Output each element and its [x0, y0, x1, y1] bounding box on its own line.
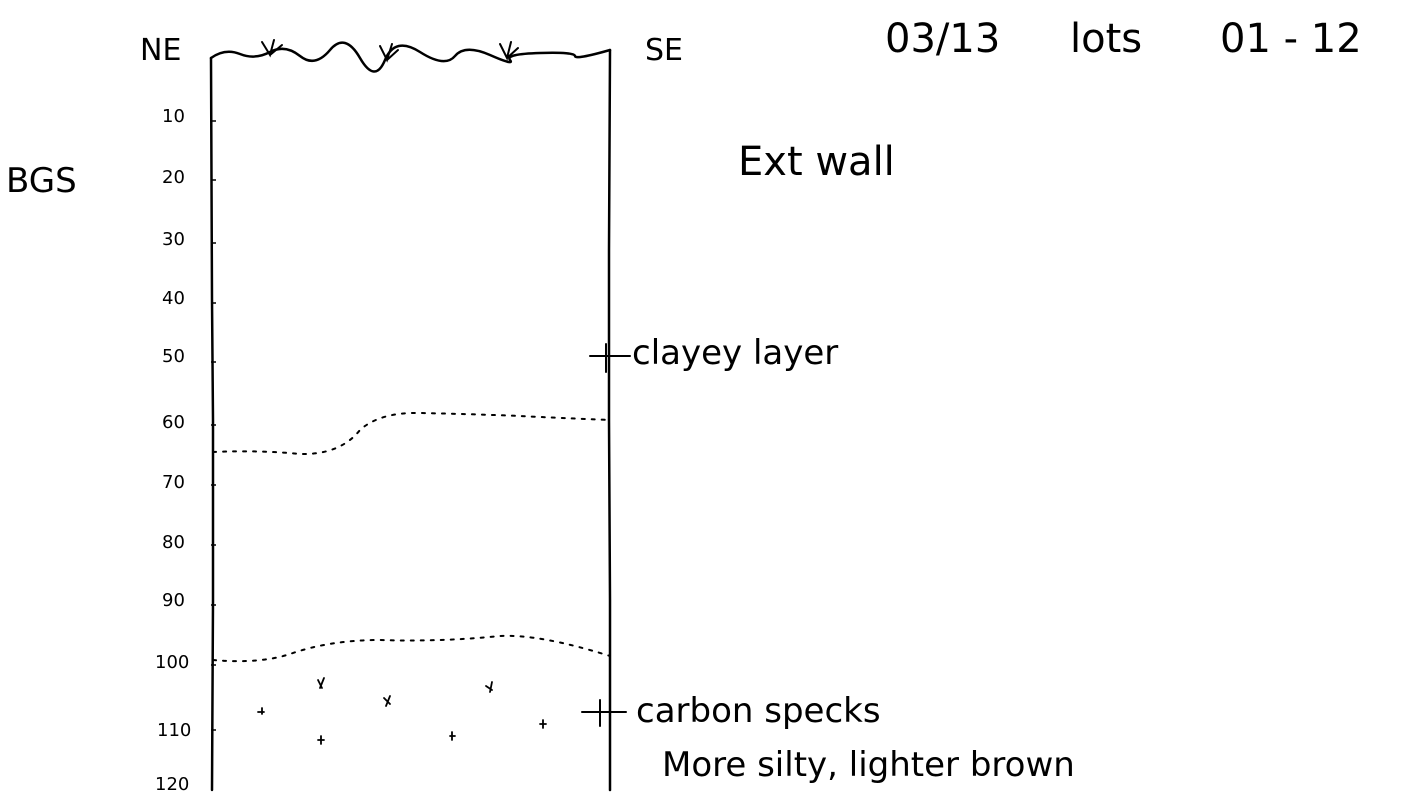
- carbon-speck-marks: [257, 677, 547, 745]
- lots-range: 01 - 12: [1220, 16, 1362, 62]
- trench-outline: [209, 41, 612, 792]
- wall-label: Ext wall: [738, 139, 895, 185]
- date-label: 03/13: [885, 16, 1000, 62]
- se-direction-label: SE: [645, 33, 683, 68]
- right-wall-line: [607, 48, 612, 792]
- depth-tick-label: 40: [162, 288, 185, 309]
- grass-tufts: [261, 39, 519, 63]
- ne-direction-label: NE: [140, 33, 181, 68]
- speck-icon: [383, 695, 391, 707]
- silty-annotation: More silty, lighter brown: [662, 745, 1075, 785]
- grass-tuft-icon: [379, 43, 399, 63]
- left-wall-ticks: [211, 120, 216, 731]
- annotation-leaders: [581, 343, 631, 727]
- depth-tick-label: 60: [162, 412, 185, 433]
- carbon-specks-annotation: carbon specks: [636, 691, 881, 731]
- ground-surface-line: [209, 41, 612, 73]
- depth-tick-label: 80: [162, 532, 185, 553]
- grass-tuft-icon: [499, 41, 519, 61]
- grass-tuft-icon: [261, 39, 283, 58]
- lots-label: lots: [1070, 16, 1142, 62]
- depth-tick-label: 10: [162, 106, 185, 127]
- depth-axis-label: BGS: [6, 161, 77, 201]
- speck-icon: [257, 707, 265, 715]
- depth-tick-label: 20: [162, 167, 185, 188]
- speck-icon: [485, 681, 493, 693]
- left-wall-line: [209, 56, 215, 792]
- depth-tick-label: 120: [155, 774, 189, 794]
- depth-tick-label: 100: [155, 652, 189, 673]
- speck-icon: [539, 719, 547, 729]
- depth-tick-labels: 10 20 30 40 50 60 70 80 90 100 110 120: [155, 106, 191, 794]
- speck-icon: [317, 677, 325, 689]
- depth-tick-label: 50: [162, 346, 185, 367]
- clayey-layer-annotation: clayey layer: [632, 333, 838, 373]
- depth-tick-label: 90: [162, 590, 185, 611]
- speck-icon: [449, 731, 456, 741]
- depth-tick-label: 30: [162, 229, 185, 250]
- depth-tick-label: 70: [162, 472, 185, 493]
- depth-tick-label: 110: [157, 720, 191, 741]
- speck-icon: [317, 735, 325, 745]
- lower-layer-boundary: [212, 634, 611, 663]
- upper-layer-boundary: [212, 411, 611, 456]
- layer-boundaries: [212, 411, 611, 663]
